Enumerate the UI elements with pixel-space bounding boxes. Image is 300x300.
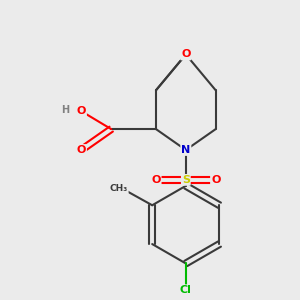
Text: CH₃: CH₃: [110, 184, 128, 193]
Text: N: N: [181, 145, 190, 155]
Text: O: O: [211, 175, 220, 185]
Text: O: O: [151, 175, 161, 185]
Text: O: O: [76, 145, 86, 155]
Text: H: H: [61, 105, 69, 115]
Text: S: S: [182, 175, 190, 185]
Text: O: O: [181, 50, 190, 59]
Text: O: O: [76, 106, 86, 116]
Text: Cl: Cl: [180, 285, 192, 295]
